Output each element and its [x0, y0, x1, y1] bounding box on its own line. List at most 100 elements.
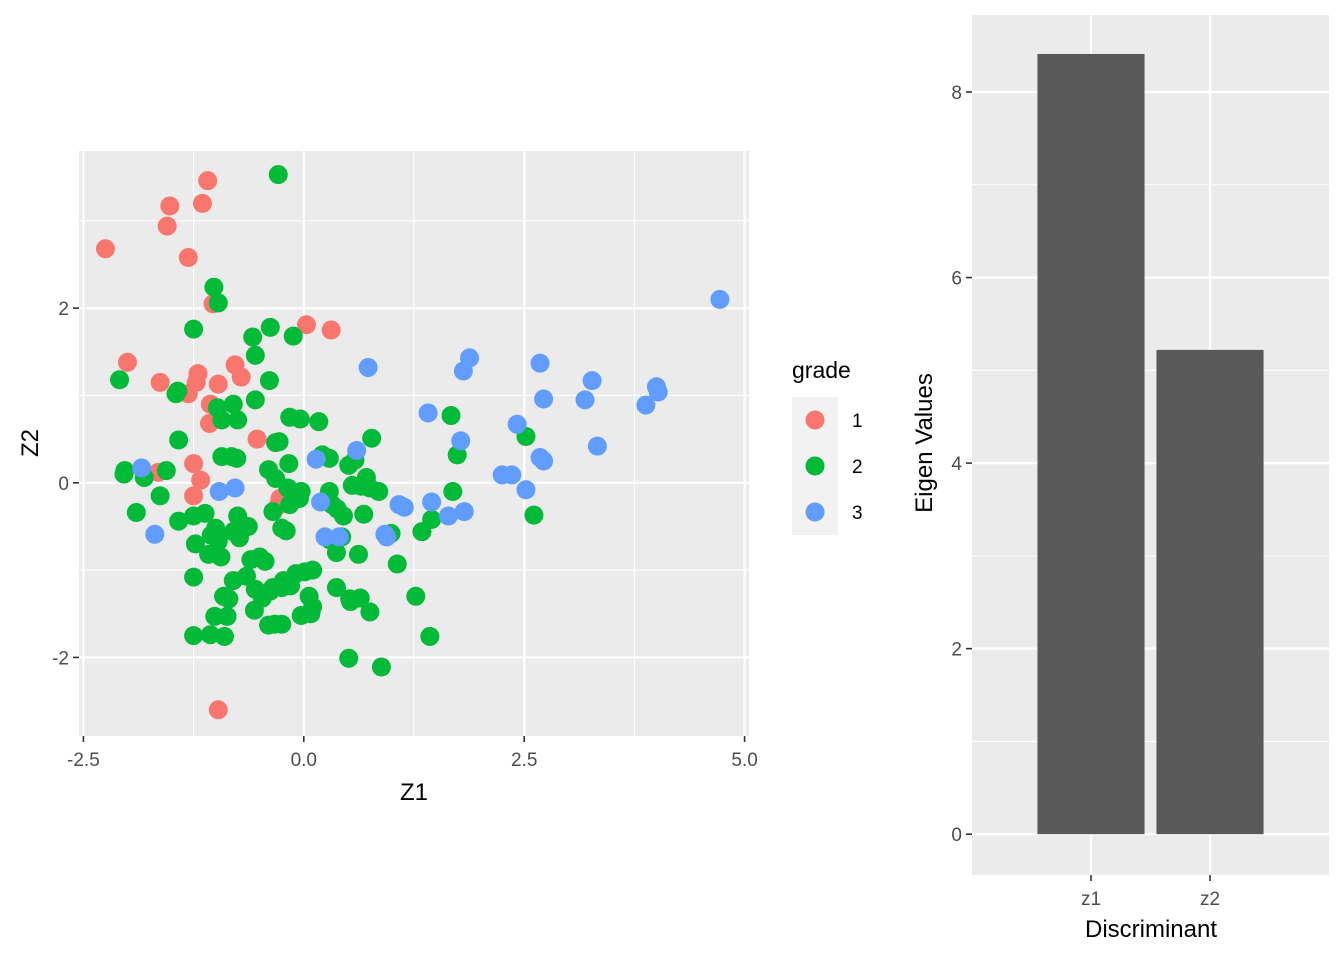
scatter-point-grade-1: [184, 454, 204, 474]
scatter-point-grade-2: [208, 531, 228, 551]
scatter-point-grade-2: [259, 371, 279, 391]
scatter-point-grade-3: [438, 506, 458, 526]
scatter-point-grade-3: [534, 389, 554, 409]
scatter-point-grade-3: [451, 431, 471, 451]
legend-item-grade-2: 2: [792, 443, 863, 489]
scatter-x-tick-label: -2.5: [67, 750, 100, 771]
scatter-point-grade-2: [156, 461, 176, 481]
scatter-point-grade-3: [311, 492, 331, 512]
scatter-point-grade-2: [309, 412, 329, 432]
scatter-point-grade-1: [296, 315, 316, 335]
scatter-x-tick-label: 5.0: [731, 750, 757, 771]
scatter-y-axis-title: Z2: [17, 429, 44, 457]
scatter-point-grade-2: [244, 600, 264, 620]
scatter-point-grade-1: [160, 196, 180, 216]
bar-x-axis-title: Discriminant: [1085, 916, 1217, 943]
scatter-point-grade-3: [306, 449, 326, 469]
scatter-point-grade-3: [587, 436, 607, 456]
legend-item-grade-3: 3: [792, 489, 863, 535]
bar-y-tick-label: 8: [951, 83, 962, 104]
scatter-point-grade-2: [184, 567, 204, 587]
scatter-point-grade-2: [362, 428, 382, 448]
scatter-point-grade-1: [117, 352, 137, 372]
scatter-point-grade-2: [422, 509, 442, 529]
scatter-x-tick-label: 2.5: [511, 750, 537, 771]
scatter-point-grade-3: [418, 403, 438, 423]
scatter-point-grade-2: [245, 390, 265, 410]
scatter-point-grade-2: [169, 430, 189, 450]
scatter-point-grade-3: [636, 395, 656, 415]
scatter-point-grade-1: [247, 429, 267, 449]
scatter-point-grade-3: [516, 480, 536, 500]
scatter-point-grade-3: [575, 390, 595, 410]
scatter-point-grade-2: [387, 554, 407, 574]
scatter-point-grade-2: [326, 543, 346, 563]
scatter-point-grade-2: [289, 489, 309, 509]
scatter-point-grade-3: [315, 527, 335, 547]
scatter-point-grade-2: [208, 293, 228, 313]
bar-y-axis-title: Eigen Values: [911, 373, 938, 513]
scatter-point-grade-2: [217, 606, 237, 626]
bar-panel: 0 2 4 6 8 z1 z2 Discriminant Eigen Values: [911, 15, 1329, 943]
scatter-point-grade-1: [208, 700, 228, 720]
legend: grade 1 2 3: [792, 357, 863, 535]
scatter-point-grade-3: [347, 440, 367, 460]
bar-y-tick-label: 4: [951, 454, 962, 475]
scatter-point-grade-2: [272, 578, 292, 598]
scatter-point-grade-2: [301, 604, 321, 624]
legend-title: grade: [792, 357, 851, 383]
scatter-point-grade-2: [326, 578, 346, 598]
legend-label: 1: [852, 411, 863, 432]
bar-plot-background: [972, 15, 1329, 875]
scatter-y-tick-label: -2: [52, 648, 69, 669]
scatter-point-grade-1: [150, 372, 170, 392]
scatter-point-grade-2: [223, 394, 243, 414]
scatter-point-grade-1: [192, 193, 212, 213]
legend-label: 2: [852, 457, 863, 478]
scatter-point-grade-2: [169, 511, 189, 531]
scatter-point-grade-1: [208, 374, 228, 394]
scatter-point-grade-2: [333, 506, 353, 526]
bar-x-tick-label: z1: [1081, 889, 1101, 910]
scatter-ticks: -2.5 0.0 2.5 5.0 -2 0 2: [52, 299, 758, 771]
scatter-point-grade-2: [279, 454, 299, 474]
scatter-point-grade-2: [406, 586, 426, 606]
scatter-point-grade-2: [214, 626, 234, 646]
bar-z1: [1037, 53, 1145, 835]
scatter-point-grade-3: [329, 527, 349, 547]
scatter-point-grade-3: [534, 451, 554, 471]
scatter-point-grade-2: [350, 588, 370, 608]
scatter-point-grade-3: [530, 353, 550, 373]
bar-y-tick-label: 2: [951, 640, 962, 661]
bar-ticks: 0 2 4 6 8 z1 z2: [951, 83, 1220, 910]
scatter-point-grade-3: [582, 371, 602, 391]
legend-item-grade-1: 1: [792, 397, 863, 443]
scatter-point-grade-2: [441, 406, 461, 426]
scatter-point-grade-1: [157, 216, 177, 236]
scatter-point-grade-1: [231, 367, 251, 387]
bar-y-tick-label: 6: [951, 269, 962, 290]
scatter-point-grade-2: [229, 528, 249, 548]
scatter-point-grade-2: [211, 547, 231, 567]
scatter-point-grade-2: [303, 560, 323, 580]
scatter-point-grade-2: [200, 625, 220, 645]
scatter-point-grade-2: [207, 398, 227, 418]
scatter-point-grade-3: [453, 361, 473, 381]
scatter-point-grade-1: [191, 470, 211, 490]
scatter-point-grade-2: [443, 482, 463, 502]
scatter-point-grade-3: [454, 502, 474, 522]
scatter-point-grade-2: [195, 503, 215, 523]
scatter-point-grade-3: [209, 482, 229, 502]
scatter-point-grade-1: [95, 239, 115, 259]
bar-x-tick-label: z2: [1200, 889, 1220, 910]
legend-items: 1 2 3: [792, 397, 863, 535]
scatter-point-grade-3: [507, 414, 527, 434]
scatter-point-grade-2: [228, 410, 248, 430]
scatter-point-grade-3: [132, 458, 152, 478]
scatter-point-grade-2: [150, 486, 170, 506]
scatter-point-grade-3: [377, 527, 397, 547]
scatter-point-grade-2: [272, 614, 292, 634]
scatter-point-grade-2: [371, 657, 391, 677]
scatter-point-grade-2: [339, 648, 359, 668]
scatter-x-axis-title: Z1: [400, 779, 428, 806]
